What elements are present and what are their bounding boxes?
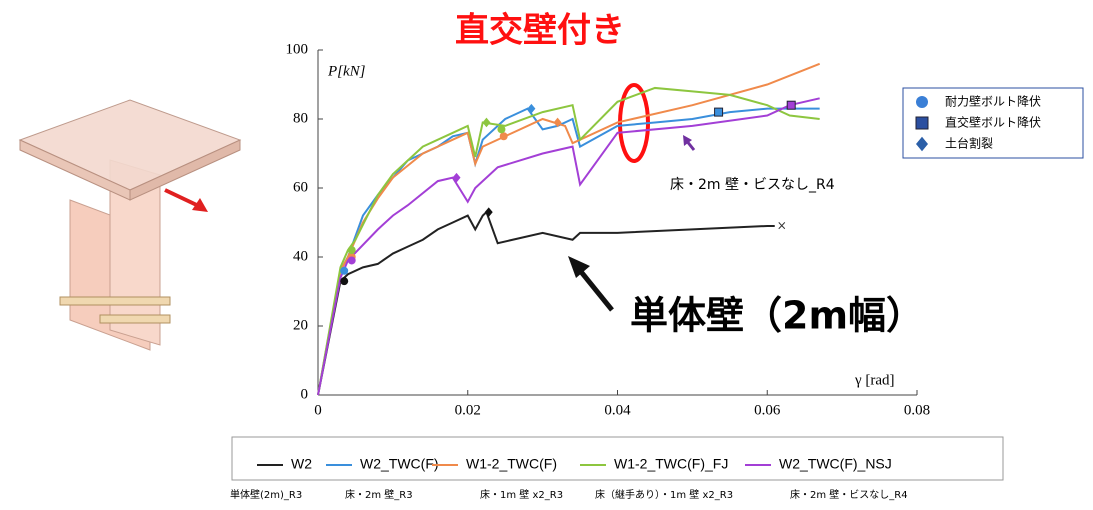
legend-note: 床・2m 壁_R3 (345, 488, 413, 501)
legend-label: W1-2_TWC(F)_FJ (614, 456, 728, 472)
legend-label: W2_TWC(F) (360, 456, 439, 472)
legend-label: W2_TWC(F)_NSJ (779, 456, 892, 472)
x-tick-label: 0 (314, 402, 322, 418)
annotation-arrow-head (568, 256, 590, 278)
floor-panel (20, 100, 240, 190)
marker (916, 96, 928, 108)
legend-note: 床（継手あり）・1m 壁 x2_R3 (595, 488, 733, 501)
y-tick-label: 40 (293, 248, 308, 264)
y-axis-label: P[kN] (327, 63, 366, 79)
marker (348, 256, 356, 264)
end-mark: × (777, 218, 787, 232)
x-tick-label: 0.02 (455, 402, 481, 418)
chart-title: 直交壁付き (455, 11, 625, 51)
legend-note: 単体壁(2m)_R3 (230, 488, 302, 501)
y-tick-label: 80 (293, 110, 308, 126)
x-tick-label: 0.06 (754, 402, 781, 418)
y-tick-label: 100 (286, 41, 309, 57)
y-tick-label: 60 (293, 179, 308, 195)
marker-legend-label: 土台割裂 (945, 136, 993, 151)
y-tick-label: 0 (301, 386, 309, 402)
legend-label: W1-2_TWC(F) (466, 456, 557, 472)
x-tick-label: 0.08 (904, 402, 930, 418)
y-tick-label: 20 (293, 317, 308, 333)
sill (100, 315, 170, 323)
marker (715, 108, 723, 116)
series-line (318, 109, 820, 395)
chart: 直交壁付き P[kN] γ [rad] 床・2m 壁・ビスなし_R4 単体壁（2… (0, 0, 1093, 506)
x-tick-label: 0.04 (604, 402, 631, 418)
marker (348, 246, 356, 254)
annotation: 単体壁（2m幅） (630, 294, 924, 338)
legend-note: 床・1m 壁 x2_R3 (480, 488, 563, 501)
legend-label: W2 (291, 456, 312, 472)
marker (340, 267, 348, 275)
marker-legend-label: 耐力壁ボルト降伏 (945, 94, 1041, 109)
marker (485, 207, 493, 217)
marker (340, 277, 348, 285)
sill (60, 297, 170, 305)
series-line (318, 98, 820, 395)
marker (916, 117, 928, 129)
specimen-illustration (20, 100, 240, 350)
legend-note: 床・2m 壁・ビスなし_R4 (790, 488, 908, 501)
series-line (318, 64, 820, 395)
marker (500, 132, 508, 140)
marker (787, 101, 795, 109)
marker (482, 118, 490, 128)
marker (497, 125, 505, 133)
marker (527, 104, 535, 114)
annotation-arrow (578, 268, 612, 310)
annotation: 床・2m 壁・ビスなし_R4 (670, 177, 835, 193)
page: {"chart_data": {"type": "line", "title":… (0, 0, 1093, 510)
marker-legend-label: 直交壁ボルト降伏 (945, 115, 1041, 130)
x-axis-label: γ [rad] (854, 372, 895, 388)
